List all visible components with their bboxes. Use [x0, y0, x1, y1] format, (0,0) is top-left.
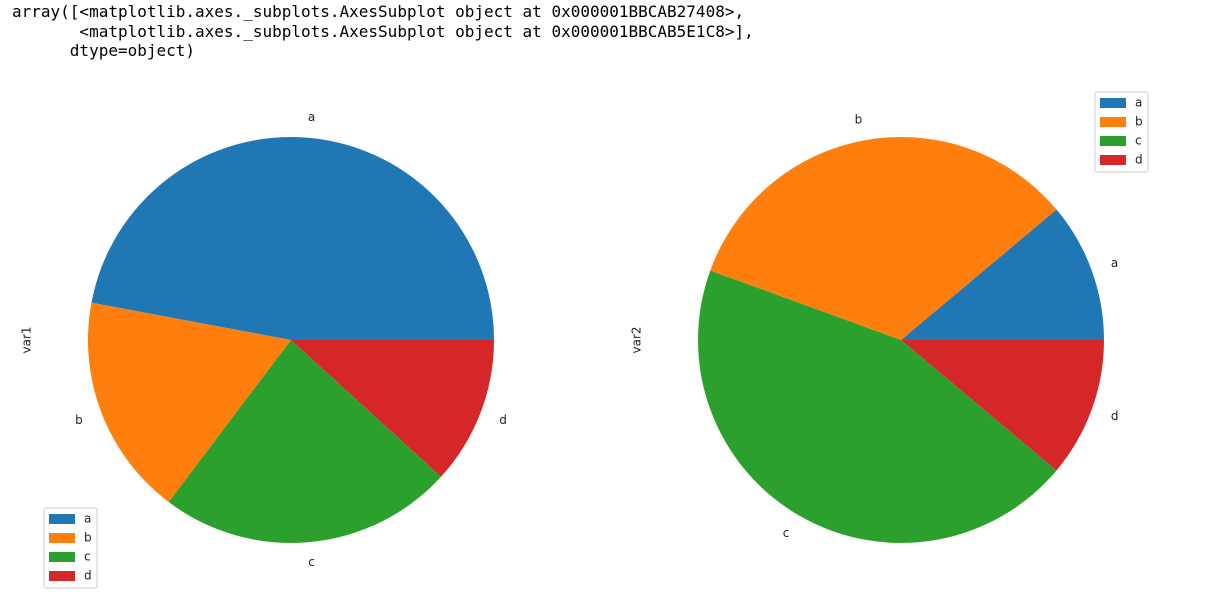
legend-swatch: [49, 533, 75, 543]
wedge-label: c: [308, 555, 315, 569]
legend-label: d: [84, 569, 92, 583]
pie-wedge: [88, 302, 291, 502]
legend-label: d: [1135, 153, 1143, 167]
pie-wedge: [710, 136, 1057, 340]
pie-wedge: [901, 209, 1104, 340]
legend-box: [1094, 91, 1149, 173]
legend-box: [43, 507, 98, 589]
output-line: <matplotlib.axes._subplots.AxesSubplot o…: [12, 21, 754, 41]
wedge-label: a: [1111, 256, 1118, 270]
wedge-label: b: [855, 113, 863, 127]
legend-swatch: [1100, 117, 1126, 127]
legend-label: c: [84, 550, 91, 564]
output-line: dtype=object): [12, 41, 196, 60]
y-axis-label: var2: [630, 326, 644, 353]
wedge-label: d: [499, 413, 507, 427]
legend-label: b: [84, 531, 92, 545]
wedge-label: d: [1111, 409, 1119, 423]
pie-wedge: [91, 137, 495, 340]
y-axis-label: var1: [20, 326, 34, 353]
legend-swatch: [49, 552, 75, 562]
pie-wedge: [698, 270, 1057, 544]
cell-output: array([<matplotlib.axes._subplots.AxesSu…: [12, 2, 754, 61]
legend-swatch: [1100, 155, 1126, 165]
legend-label: c: [1135, 134, 1142, 148]
legend-label: b: [1135, 115, 1143, 129]
wedge-label: c: [783, 526, 790, 540]
output-line: array([<matplotlib.axes._subplots.AxesSu…: [12, 2, 745, 21]
legend-label: a: [84, 512, 91, 526]
wedge-label: b: [75, 413, 83, 427]
pie-wedge: [168, 340, 442, 543]
pie-wedge: [291, 340, 494, 477]
legend-swatch: [1100, 98, 1126, 108]
legend-swatch: [49, 571, 75, 581]
legend-label: a: [1135, 96, 1142, 110]
legend-swatch: [49, 514, 75, 524]
wedge-label: a: [308, 110, 315, 124]
legend-swatch: [1100, 136, 1126, 146]
pie-wedge: [901, 340, 1104, 471]
